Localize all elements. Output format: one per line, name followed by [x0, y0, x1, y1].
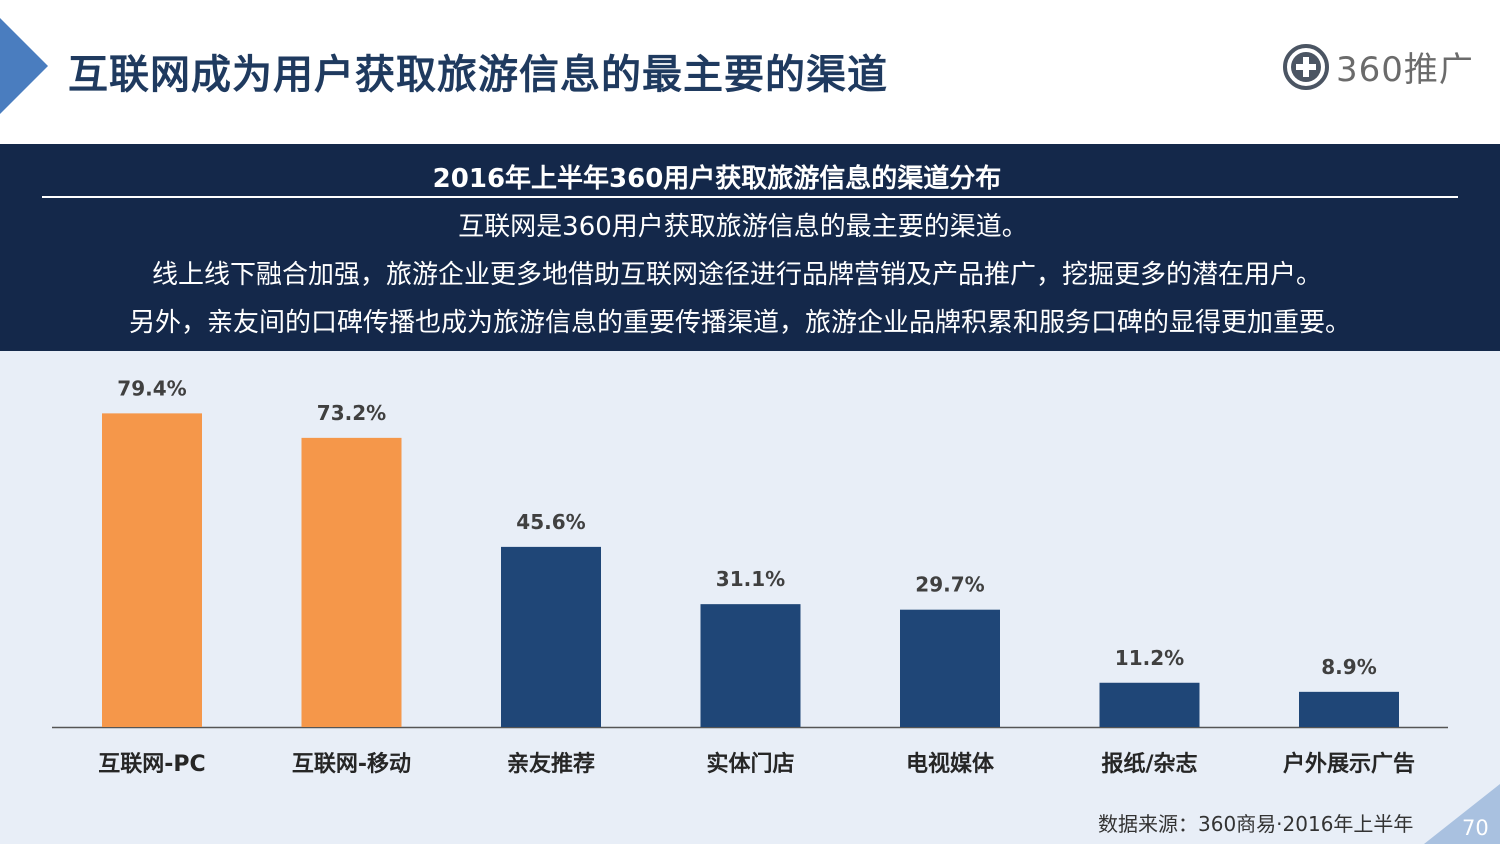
category-label: 户外展示广告 — [1283, 751, 1415, 777]
category-label: 互联网-PC — [98, 752, 205, 777]
data-label: 31.1% — [716, 567, 785, 591]
page-corner-decoration — [1424, 784, 1500, 844]
category-label: 报纸/杂志 — [1101, 751, 1197, 777]
slide-header: 互联网成为用户获取旅游信息的最主要的渠道 360推广 — [0, 0, 1500, 144]
summary-line-3: 另外，亲友间的口碑传播也成为旅游信息的重要传播渠道，旅游企业品牌积累和服务口碑的… — [128, 308, 1351, 338]
brand-logo: 360推广 — [1282, 42, 1474, 91]
bar — [102, 413, 202, 727]
summary-line-2: 线上线下融合加强，旅游企业更多地借助互联网途径进行品牌营销及产品推广，挖掘更多的… — [151, 260, 1322, 290]
data-source: 数据来源：360商易·2016年上半年 — [1098, 812, 1414, 836]
slide-title: 互联网成为用户获取旅游信息的最主要的渠道 — [68, 52, 888, 98]
bar — [1299, 691, 1399, 727]
summary-banner: 2016年上半年360用户获取旅游信息的渠道分布 互联网是360用户获取旅游信息… — [0, 144, 1500, 351]
data-label: 45.6% — [516, 510, 585, 534]
summary-line-1: 互联网是360用户获取旅游信息的最主要的渠道。 — [458, 212, 1028, 242]
logo-text: 360推广 — [1336, 50, 1474, 90]
data-label: 8.9% — [1321, 655, 1376, 679]
category-label: 互联网-移动 — [292, 751, 411, 777]
category-label: 亲友推荐 — [507, 751, 595, 777]
category-label: 实体门店 — [706, 751, 794, 777]
bar — [501, 546, 601, 727]
data-label: 29.7% — [915, 573, 984, 597]
category-label: 电视媒体 — [906, 751, 995, 777]
data-label: 11.2% — [1115, 646, 1184, 670]
page-number: 70 — [1462, 816, 1489, 840]
bar — [900, 609, 1000, 727]
data-label: 73.2% — [317, 401, 386, 425]
bar — [301, 437, 402, 727]
banner-divider — [42, 196, 1458, 198]
corner-arrow-icon — [0, 18, 48, 114]
bar — [700, 604, 801, 727]
bar-chart: 79.4% 互联网-PC 73.2% 互联网-移动 45.6% 亲友推荐 31.1% 实体门店… — [52, 376, 1448, 777]
chart-area: 79.4% 互联网-PC 73.2% 互联网-移动 45.6% 亲友推荐 31.1% 实体门店… — [0, 351, 1500, 844]
bar — [1099, 682, 1200, 727]
data-label: 79.4% — [117, 376, 186, 400]
chart-title: 2016年上半年360用户获取旅游信息的渠道分布 — [432, 164, 1002, 194]
plus-circle-icon — [1283, 43, 1329, 90]
